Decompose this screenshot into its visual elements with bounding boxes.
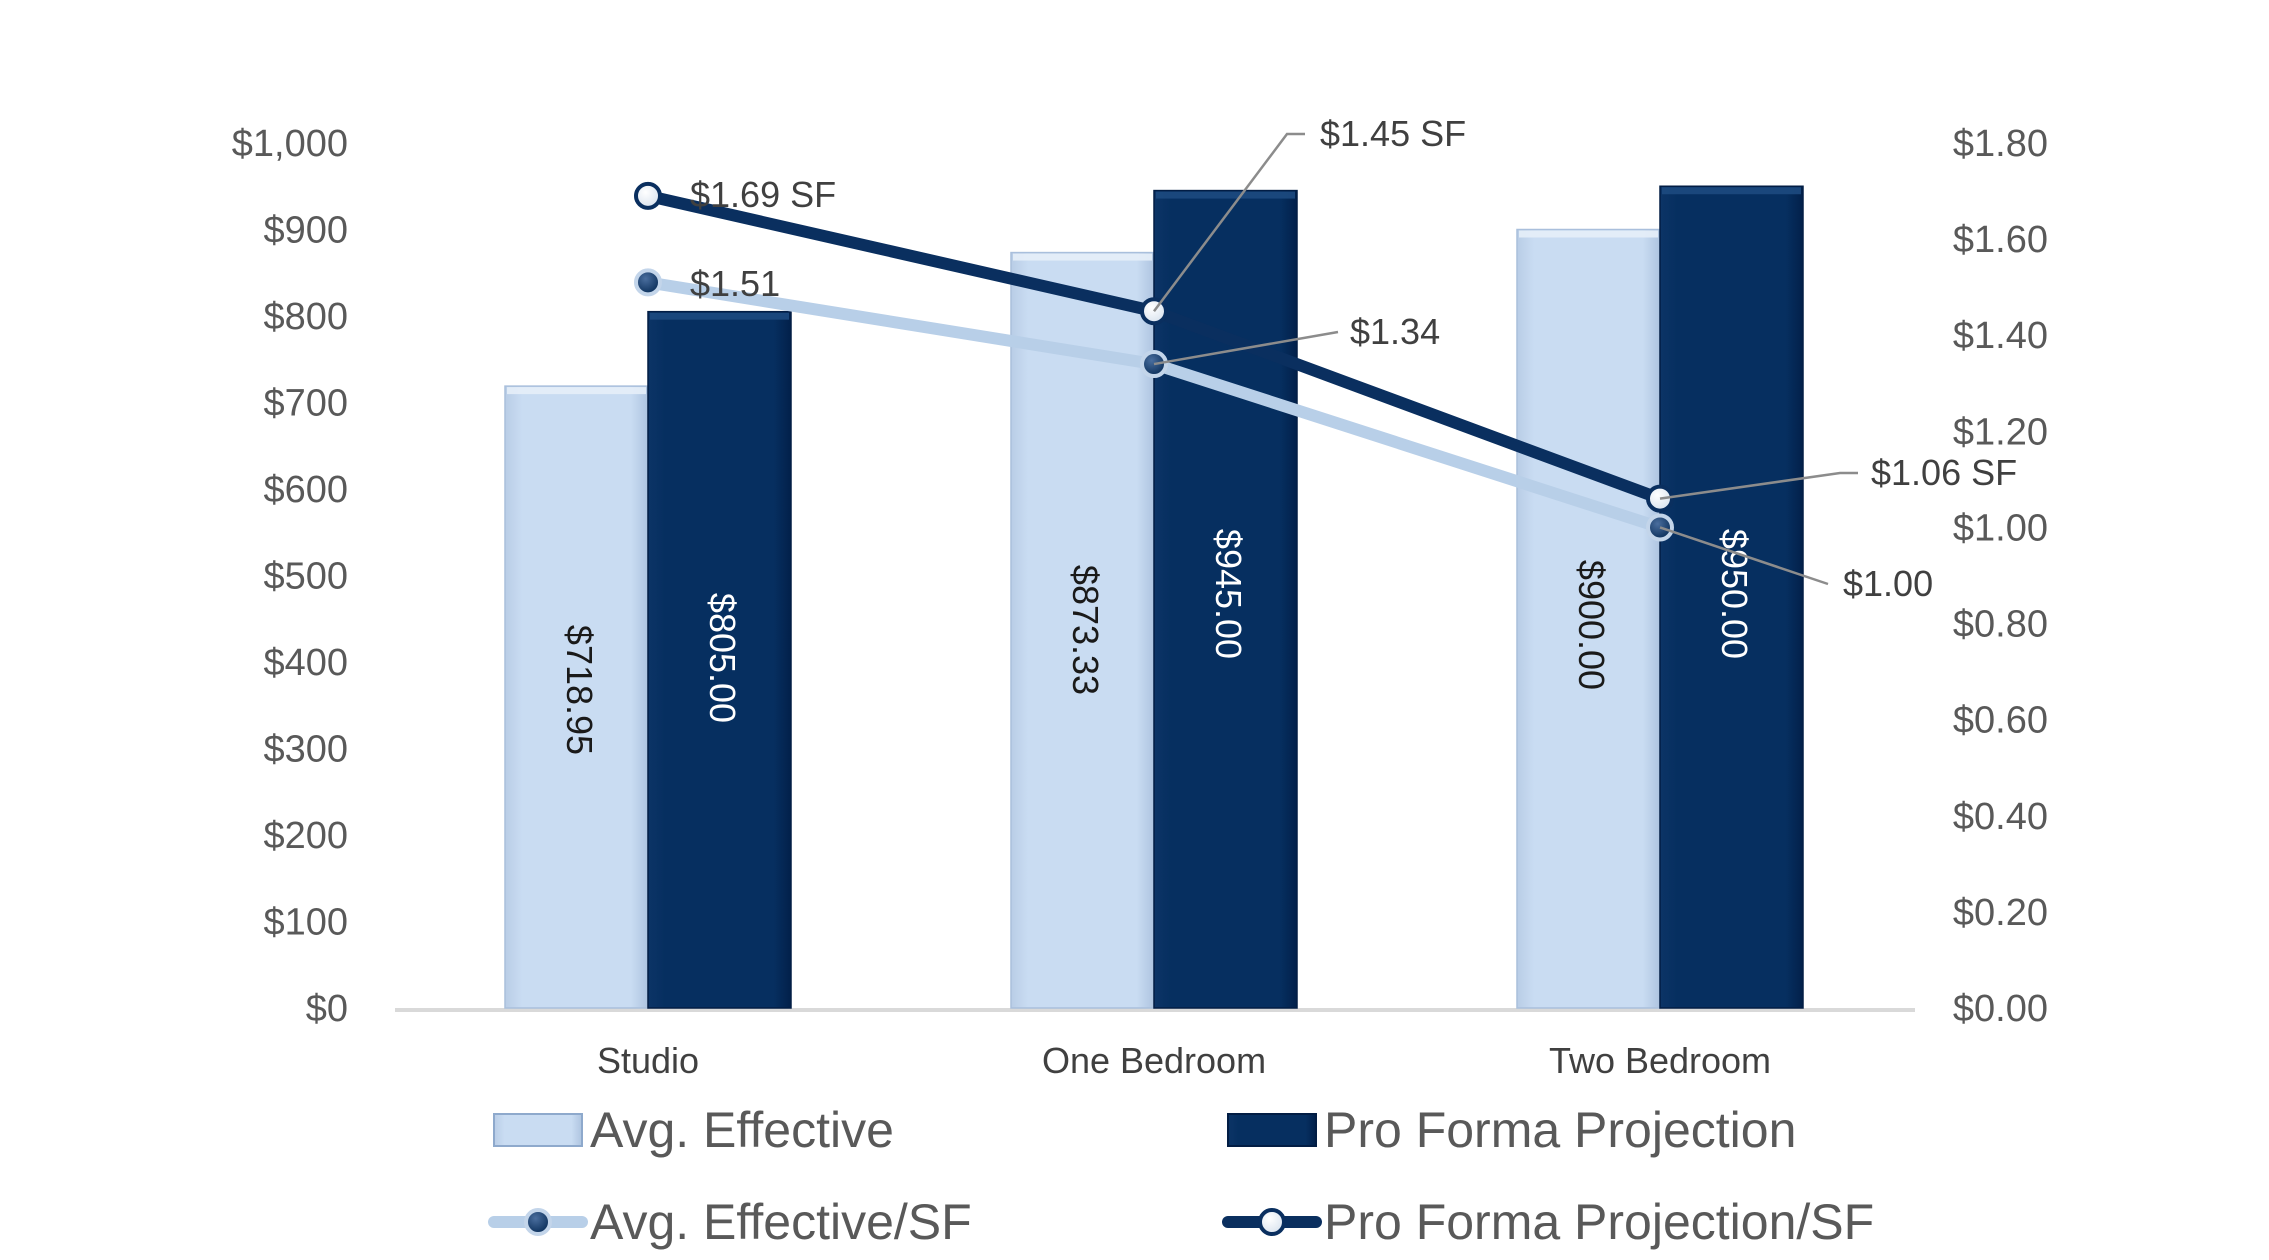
series-marker	[634, 268, 662, 297]
bar-bevel	[1156, 191, 1295, 199]
left-axis-tick-label: $500	[263, 556, 348, 598]
left-axis-tick-label: $800	[263, 296, 348, 338]
bars	[504, 185, 1804, 1009]
right-axis-tick-label: $0.00	[1953, 988, 2048, 1030]
bar-pro-forma	[647, 310, 792, 1009]
right-axis-tick-label: $1.80	[1953, 123, 2048, 165]
left-axis-tick-label: $600	[263, 469, 348, 511]
right-axis-tick-label: $1.60	[1953, 219, 2048, 261]
legend-avg-effective-sf: Avg. Effective/SF	[488, 1194, 972, 1250]
bar-avg-effective	[1010, 251, 1155, 1009]
point-value-label: $1.00	[1843, 563, 1933, 604]
bar-pro-forma	[1153, 189, 1298, 1009]
legend-pro-forma-sf: Pro Forma Projection/SF	[1222, 1194, 1874, 1250]
left-axis-tick-label: $0	[306, 988, 348, 1030]
left-axis-tick-label: $400	[263, 642, 348, 684]
legend-swatch	[493, 1113, 583, 1147]
legend-pro-forma: Pro Forma Projection	[1227, 1102, 1796, 1158]
right-axis-tick-label: $1.20	[1953, 411, 2048, 453]
legend-swatch	[1227, 1113, 1317, 1147]
leader-line	[1659, 471, 1858, 500]
bar-avg-effective	[1516, 228, 1661, 1009]
right-axis-tick-label: $0.20	[1953, 892, 2048, 934]
legend-label: Pro Forma Projection	[1324, 1102, 1796, 1158]
point-value-label: $1.51	[690, 263, 780, 304]
legend-marker	[1258, 1208, 1286, 1236]
leader-line	[1659, 526, 1829, 586]
left-axis-tick-label: $300	[263, 729, 348, 771]
left-axis-tick-label: $200	[263, 815, 348, 857]
bar-value-label: $900.00	[1571, 560, 1612, 690]
legend-label: Avg. Effective	[590, 1102, 894, 1158]
left-axis-tick-label: $900	[263, 210, 348, 252]
right-axis-tick-label: $0.40	[1953, 796, 2048, 838]
bar-value-label: $945.00	[1208, 529, 1249, 659]
leader-line	[1153, 132, 1305, 312]
bar-value-label: $873.33	[1065, 565, 1106, 695]
bar-bevel	[1519, 230, 1658, 238]
legend-marker	[524, 1208, 552, 1236]
bar-value-label: $718.95	[559, 625, 600, 755]
point-value-label: $1.06 SF	[1871, 452, 2017, 493]
bar-bevel	[507, 387, 646, 395]
bar-pro-forma	[1659, 185, 1804, 1009]
right-axis-tick-label: $0.60	[1953, 700, 2048, 742]
bar-bevel	[650, 312, 789, 320]
point-value-label: $1.34	[1350, 311, 1440, 352]
bar-value-label: $805.00	[702, 593, 743, 723]
point-value-label: $1.69 SF	[690, 174, 836, 215]
category-label: Two Bedroom	[1549, 1040, 1771, 1081]
point-value-label: $1.45 SF	[1320, 113, 1466, 154]
legend: Avg. Effective Pro Forma Projection Avg. E…	[488, 1102, 1874, 1250]
series-marker	[634, 181, 662, 210]
legend-avg-effective: Avg. Effective	[493, 1102, 894, 1158]
right-axis-tick-label: $1.00	[1953, 507, 2048, 549]
series-marker	[1140, 350, 1168, 379]
right-axis-tick-label: $0.80	[1953, 604, 2048, 646]
data-labels: $718.95 $873.33 $900.00 $805.00 $945.00 $950.…	[559, 113, 2017, 755]
leader-line	[1153, 330, 1339, 366]
left-axis-tick-label: $700	[263, 383, 348, 425]
legend-label: Avg. Effective/SF	[590, 1194, 972, 1250]
axes: $0 $100 $200 $300 $400 $500 $600 $700 $800 $900 $1…	[232, 123, 2048, 1081]
category-label: Studio	[597, 1040, 699, 1081]
bar-avg-effective	[504, 385, 649, 1009]
legend-label: Pro Forma Projection/SF	[1324, 1194, 1874, 1250]
left-axis-tick-label: $100	[263, 902, 348, 944]
bar-value-label: $950.00	[1714, 529, 1755, 659]
left-axis-tick-label: $1,000	[232, 123, 348, 165]
bar-bevel	[1662, 187, 1801, 195]
category-label: One Bedroom	[1042, 1040, 1266, 1081]
right-axis-tick-label: $1.40	[1953, 315, 2048, 357]
bar-bevel	[1013, 253, 1152, 261]
